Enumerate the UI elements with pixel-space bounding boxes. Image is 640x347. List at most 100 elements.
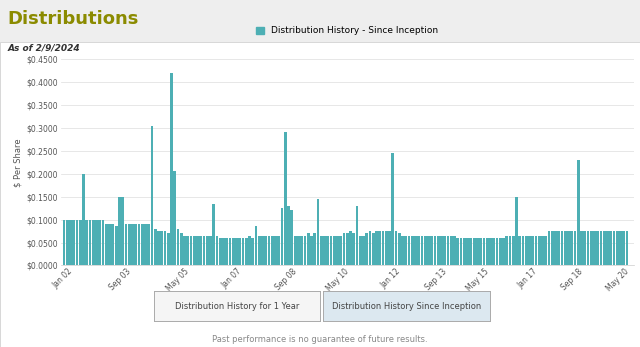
Bar bbox=[424, 236, 427, 265]
Bar bbox=[206, 236, 209, 265]
Bar bbox=[72, 220, 76, 265]
Bar bbox=[128, 224, 131, 265]
Bar bbox=[557, 231, 560, 265]
Bar bbox=[460, 238, 463, 265]
Bar bbox=[453, 236, 456, 265]
Bar bbox=[577, 160, 580, 265]
Bar bbox=[365, 233, 368, 265]
Bar bbox=[222, 238, 225, 265]
Bar bbox=[463, 238, 466, 265]
Bar bbox=[141, 224, 143, 265]
Bar bbox=[193, 236, 196, 265]
Bar bbox=[612, 231, 616, 265]
Bar bbox=[92, 220, 95, 265]
Bar bbox=[300, 236, 303, 265]
Bar bbox=[261, 236, 264, 265]
Bar bbox=[375, 231, 378, 265]
Legend: Distribution History - Since Inception: Distribution History - Since Inception bbox=[257, 26, 438, 35]
Bar bbox=[111, 224, 115, 265]
Bar bbox=[323, 236, 326, 265]
Bar bbox=[420, 236, 424, 265]
Bar bbox=[456, 238, 460, 265]
Bar bbox=[157, 231, 160, 265]
Bar bbox=[317, 199, 319, 265]
Bar bbox=[252, 238, 254, 265]
Bar bbox=[287, 206, 290, 265]
Bar bbox=[99, 220, 101, 265]
Bar bbox=[105, 224, 108, 265]
Bar bbox=[154, 229, 157, 265]
Bar bbox=[369, 231, 371, 265]
Bar bbox=[349, 231, 352, 265]
Bar bbox=[95, 220, 98, 265]
Bar bbox=[102, 220, 104, 265]
Bar bbox=[189, 236, 193, 265]
Bar bbox=[359, 236, 362, 265]
Bar bbox=[333, 236, 335, 265]
Bar bbox=[258, 236, 260, 265]
Bar bbox=[177, 229, 179, 265]
Bar bbox=[506, 236, 508, 265]
Bar bbox=[512, 236, 515, 265]
Bar bbox=[593, 231, 596, 265]
Bar bbox=[89, 220, 92, 265]
Bar bbox=[63, 220, 65, 265]
Bar bbox=[248, 236, 251, 265]
Bar bbox=[86, 220, 88, 265]
Bar bbox=[228, 238, 232, 265]
Bar bbox=[466, 238, 469, 265]
Bar bbox=[551, 231, 554, 265]
Y-axis label: $ Per Share: $ Per Share bbox=[13, 138, 22, 187]
Bar bbox=[339, 236, 342, 265]
Bar bbox=[609, 231, 612, 265]
Bar bbox=[121, 197, 124, 265]
Bar bbox=[310, 236, 313, 265]
Bar bbox=[378, 231, 381, 265]
Bar bbox=[134, 224, 137, 265]
Bar bbox=[219, 238, 221, 265]
Bar bbox=[447, 236, 449, 265]
Bar bbox=[385, 231, 388, 265]
Bar bbox=[330, 236, 332, 265]
Bar bbox=[414, 236, 417, 265]
Bar bbox=[66, 220, 68, 265]
Bar bbox=[492, 238, 495, 265]
Bar bbox=[346, 233, 349, 265]
Text: Past performance is no guarantee of future results.: Past performance is no guarantee of futu… bbox=[212, 335, 428, 344]
Bar bbox=[392, 153, 394, 265]
Bar bbox=[541, 236, 544, 265]
Bar bbox=[548, 231, 550, 265]
Bar bbox=[522, 236, 524, 265]
Bar bbox=[479, 238, 482, 265]
Text: As of 2/9/2024: As of 2/9/2024 bbox=[8, 43, 80, 52]
Bar bbox=[356, 206, 358, 265]
Bar bbox=[489, 238, 492, 265]
Bar bbox=[291, 210, 293, 265]
Bar bbox=[232, 238, 235, 265]
Bar bbox=[186, 236, 189, 265]
Bar bbox=[570, 231, 573, 265]
Bar bbox=[173, 171, 176, 265]
Bar bbox=[268, 236, 271, 265]
Bar bbox=[473, 238, 476, 265]
Bar bbox=[450, 236, 452, 265]
Bar bbox=[216, 236, 218, 265]
Bar bbox=[580, 231, 583, 265]
Bar bbox=[528, 236, 531, 265]
Bar bbox=[278, 236, 280, 265]
Bar bbox=[274, 236, 277, 265]
Bar bbox=[200, 236, 202, 265]
Bar bbox=[486, 238, 488, 265]
Bar bbox=[164, 231, 166, 265]
Bar bbox=[404, 236, 407, 265]
Bar bbox=[431, 236, 433, 265]
Bar bbox=[212, 203, 215, 265]
Bar bbox=[362, 236, 365, 265]
Bar bbox=[342, 233, 346, 265]
Bar bbox=[616, 231, 619, 265]
Bar bbox=[411, 236, 413, 265]
Bar bbox=[483, 238, 485, 265]
Bar bbox=[225, 238, 228, 265]
Bar bbox=[372, 233, 374, 265]
Bar bbox=[587, 231, 589, 265]
